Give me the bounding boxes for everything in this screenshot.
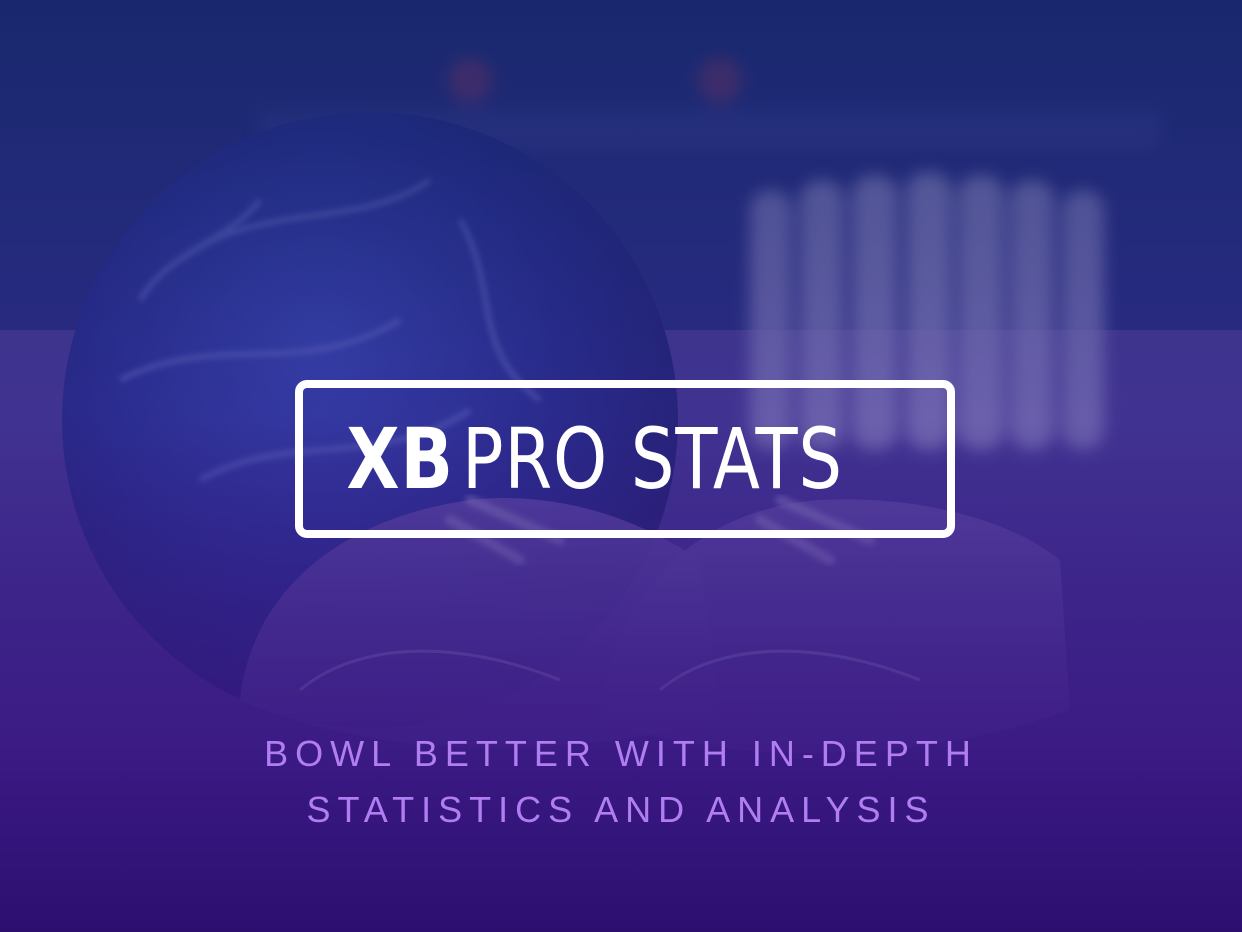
- tagline-line-1: BOWL BETTER WITH IN-DEPTH: [264, 733, 978, 774]
- logo-bold-text: XB: [346, 410, 455, 508]
- tagline-line-2: STATISTICS AND ANALYSIS: [306, 789, 936, 830]
- app-logo: XB PRO STATS: [295, 380, 955, 538]
- logo-light-text: PRO STATS: [462, 410, 844, 508]
